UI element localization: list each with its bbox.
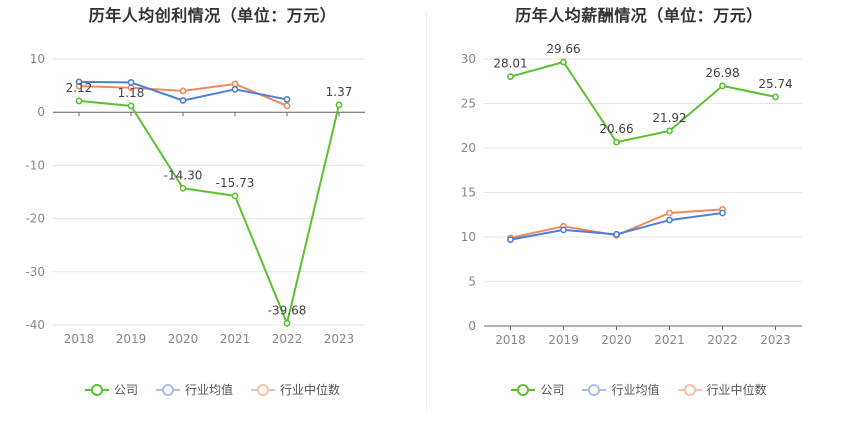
data-point — [666, 209, 673, 217]
data-point — [75, 78, 83, 86]
legend-swatch-company — [84, 383, 109, 396]
series-line — [78, 99, 340, 325]
legend-swatch-industry-mean — [582, 383, 607, 396]
legend-label-industry-median: 行业中位数 — [280, 383, 341, 397]
data-point — [283, 319, 291, 327]
x-tick-label: 2022 — [707, 333, 738, 347]
x-tick-label: 2021 — [220, 332, 251, 346]
legend-item-industry-median[interactable]: 行业中位数 — [251, 381, 340, 398]
data-label: 25.74 — [758, 77, 792, 91]
data-point — [719, 209, 726, 217]
y-tick-label: 5 — [468, 275, 476, 289]
data-point — [507, 236, 514, 244]
x-tick-label: 2019 — [116, 332, 147, 346]
y-tick-label: 25 — [461, 97, 476, 111]
x-tick-label: 2018 — [495, 333, 526, 347]
data-point — [283, 102, 291, 110]
y-tick-label: 20 — [461, 141, 476, 155]
data-label: 21.92 — [652, 111, 686, 125]
legend-swatch-industry-median — [251, 383, 275, 396]
data-point — [231, 80, 239, 88]
y-tick-label: 0 — [468, 319, 476, 333]
data-label: 1.18 — [118, 86, 145, 100]
data-point — [127, 79, 135, 86]
legend-swatch-company — [511, 383, 536, 396]
x-tick-label: 2019 — [548, 333, 579, 347]
x-tick-label: 2020 — [601, 333, 632, 347]
panel-divider — [426, 10, 427, 410]
data-point — [75, 97, 83, 105]
x-tick-label: 2022 — [272, 332, 303, 346]
legend-label-company: 公司 — [540, 383, 565, 397]
profit-per-capita-chart: 历年人均创利情况（单位：万元） 10 0 -10 -20 -30 -40 2018 2019 2… — [0, 6, 425, 398]
data-point — [666, 216, 673, 224]
data-point — [719, 82, 726, 90]
data-point — [613, 230, 620, 238]
data-point — [179, 97, 187, 104]
chart-title: 历年人均创利情况（单位：万元） — [88, 6, 337, 25]
data-label: 28.01 — [493, 57, 527, 71]
data-label: -39.68 — [268, 303, 307, 317]
chart-title: 历年人均薪酬情况（单位：万元） — [515, 6, 763, 25]
y-tick-label: 0 — [37, 105, 45, 119]
data-label: 20.66 — [599, 122, 633, 136]
series-line — [510, 61, 776, 144]
data-point — [231, 192, 239, 200]
legend-item-industry-mean[interactable]: 行业均值 — [582, 381, 660, 398]
data-point — [335, 101, 343, 109]
x-tick-label: 2020 — [168, 332, 199, 346]
legend-label-industry-mean: 行业均值 — [184, 383, 233, 397]
legend-swatch-industry-median — [677, 383, 702, 396]
data-label: -14.30 — [164, 168, 203, 182]
y-tick-label: -10 — [25, 158, 45, 172]
legend-label-industry-mean: 行业均值 — [611, 383, 660, 397]
legend-item-company[interactable]: 公司 — [511, 381, 564, 398]
y-tick-label: 10 — [30, 52, 45, 66]
salary-per-capita-chart: 历年人均薪酬情况（单位：万元） 30 25 20 15 10 5 0 2018 2019 2020… — [428, 0, 850, 437]
data-point — [666, 127, 673, 135]
x-tick-label: 2023 — [760, 333, 791, 347]
data-label: 29.66 — [546, 42, 580, 56]
data-point — [507, 73, 514, 81]
data-point — [179, 184, 187, 192]
y-tick-label: 30 — [461, 52, 476, 66]
x-tick-label: 2018 — [64, 332, 95, 346]
y-tick-label: -30 — [25, 265, 45, 279]
data-label: 26.98 — [705, 66, 739, 80]
data-label: 1.37 — [326, 85, 353, 99]
y-tick-label: -20 — [25, 212, 45, 226]
data-point — [283, 96, 291, 103]
chart-legend: 公司 行业均值 行业中位数 — [0, 381, 425, 398]
y-tick-label: -40 — [25, 318, 45, 332]
x-tick-label: 2021 — [654, 333, 685, 347]
legend-item-company[interactable]: 公司 — [84, 381, 138, 398]
data-point — [560, 58, 567, 66]
data-point — [560, 226, 567, 234]
data-label: -15.73 — [216, 176, 255, 190]
y-tick-label: 15 — [461, 186, 476, 200]
profit-chart-plot: 10 0 -10 -20 -30 -40 2018 2019 2020 2021 2022 2023 2… — [25, 52, 365, 346]
data-point — [613, 138, 620, 146]
data-point — [231, 85, 239, 93]
legend-label-industry-median: 行业中位数 — [706, 383, 767, 397]
data-point — [127, 102, 135, 110]
legend-label-company: 公司 — [113, 383, 138, 397]
y-tick-label: 10 — [461, 230, 476, 244]
data-point — [179, 87, 187, 95]
salary-chart-plot: 30 25 20 15 10 5 0 2018 2019 2020 2021 2022 2023 28.0… — [461, 42, 802, 347]
data-point — [772, 93, 779, 101]
data-label: 2.12 — [66, 81, 93, 95]
legend-item-industry-mean[interactable]: 行业均值 — [155, 381, 233, 398]
x-tick-label: 2023 — [324, 332, 355, 346]
legend-swatch-industry-mean — [155, 383, 180, 396]
legend-item-industry-median[interactable]: 行业中位数 — [677, 381, 767, 398]
chart-legend: 公司 行业均值 行业中位数 — [428, 381, 850, 398]
